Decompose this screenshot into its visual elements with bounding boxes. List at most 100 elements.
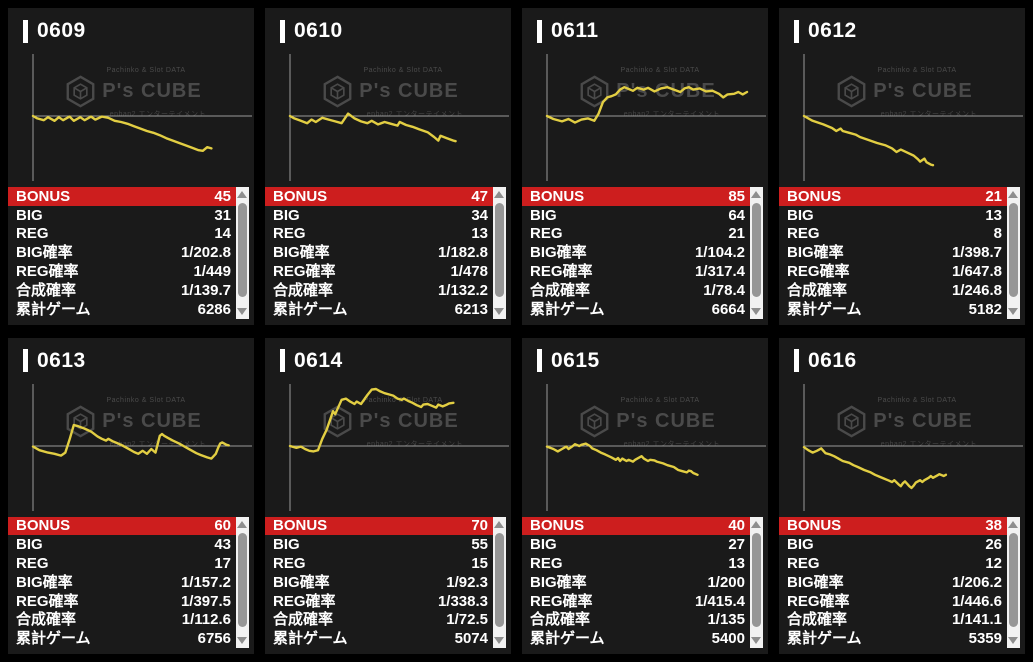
stat-row-combined-rate: 合成確率 1/72.5 — [265, 610, 493, 629]
machine-panel[interactable]: 0616 Pachinko & Slot DATA P's CUBE enban… — [779, 337, 1025, 654]
stats-scrollbar[interactable] — [236, 516, 249, 648]
scroll-thumb[interactable] — [752, 532, 761, 627]
stat-row-bonus: BONUS 70 — [265, 516, 493, 536]
scroll-down-arrow-icon[interactable] — [237, 307, 247, 315]
stats-scrollbar[interactable] — [493, 187, 506, 319]
scroll-up-arrow-icon[interactable] — [494, 520, 504, 528]
stat-label: 累計ゲーム — [16, 630, 91, 648]
scroll-down-arrow-icon[interactable] — [237, 637, 247, 644]
machine-panel[interactable]: 0610 Pachinko & Slot DATA P's CUBE enban… — [265, 8, 511, 325]
stat-label: REG確率 — [273, 592, 336, 610]
stat-value: 14 — [214, 225, 231, 243]
payout-chart: Pachinko & Slot DATA P's CUBE enban2 エンタ… — [522, 380, 768, 516]
stat-label: BIG確率 — [530, 573, 587, 591]
stat-value: 1/112.6 — [181, 611, 231, 629]
stats-scrollbar[interactable] — [236, 187, 249, 319]
payout-sparkline — [31, 383, 252, 511]
stat-label: BONUS — [16, 187, 71, 205]
stat-row-big: BIG 64 — [522, 206, 750, 225]
stat-value: 13 — [471, 225, 488, 243]
stat-row-big: BIG 27 — [522, 535, 750, 554]
scroll-down-arrow-icon[interactable] — [751, 637, 761, 644]
stat-value: 1/157.2 — [180, 573, 231, 591]
scroll-up-arrow-icon[interactable] — [1008, 520, 1018, 528]
stat-label: BIG確率 — [787, 244, 844, 262]
stat-row-big-rate: BIG確率 1/398.7 — [779, 243, 1007, 262]
panel-header: 0615 — [522, 338, 768, 380]
scroll-thumb[interactable] — [238, 532, 247, 627]
stat-label: BIG — [530, 206, 557, 224]
machine-panel[interactable]: 0612 Pachinko & Slot DATA P's CUBE enban… — [779, 8, 1025, 325]
machine-panel[interactable]: 0615 Pachinko & Slot DATA P's CUBE enban… — [522, 337, 768, 654]
stat-row-big-rate: BIG確率 1/92.3 — [265, 573, 493, 592]
stat-value: 1/200 — [707, 573, 745, 591]
stat-label: REG確率 — [787, 263, 850, 281]
stat-value: 1/246.8 — [951, 281, 1002, 299]
payout-chart: Pachinko & Slot DATA P's CUBE enban2 エンタ… — [265, 380, 511, 516]
scroll-up-arrow-icon[interactable] — [751, 191, 761, 198]
stat-value: 5400 — [711, 630, 745, 648]
machine-panel[interactable]: 0614 Pachinko & Slot DATA P's CUBE enban… — [265, 337, 511, 654]
stat-row-combined-rate: 合成確率 1/139.7 — [8, 281, 236, 300]
stat-value: 6756 — [197, 630, 231, 648]
stat-label: BIG — [273, 536, 300, 554]
scroll-thumb[interactable] — [495, 532, 504, 627]
stat-label: REG — [273, 554, 306, 572]
stats-scrollbar[interactable] — [1007, 187, 1020, 319]
stat-row-total-games: 累計ゲーム 5359 — [779, 629, 1007, 648]
stats-table: BONUS 47 BIG 34 REG 13 BIG確率 1/182.8 REG… — [265, 187, 511, 319]
stat-row-reg-rate: REG確率 1/647.8 — [779, 262, 1007, 281]
stat-value: 13 — [985, 206, 1002, 224]
scroll-thumb[interactable] — [752, 203, 761, 297]
machine-panel[interactable]: 0609 Pachinko & Slot DATA P's CUBE enban… — [8, 8, 254, 325]
scroll-up-arrow-icon[interactable] — [237, 520, 247, 528]
stats-scrollbar[interactable] — [493, 516, 506, 648]
payout-sparkline — [288, 383, 509, 511]
stat-row-reg: REG 14 — [8, 225, 236, 244]
stat-row-reg: REG 8 — [779, 225, 1007, 244]
scroll-down-arrow-icon[interactable] — [494, 307, 504, 315]
stat-label: REG — [787, 554, 820, 572]
stat-row-total-games: 累計ゲーム 5400 — [522, 629, 750, 648]
scroll-thumb[interactable] — [1009, 532, 1018, 627]
stat-row-big: BIG 13 — [779, 206, 1007, 225]
payout-chart: Pachinko & Slot DATA P's CUBE enban2 エンタ… — [265, 50, 511, 186]
stat-label: REG確率 — [16, 263, 79, 281]
stat-label: REG — [273, 225, 306, 243]
payout-sparkline — [545, 383, 766, 511]
stat-row-reg: REG 17 — [8, 554, 236, 573]
scroll-down-arrow-icon[interactable] — [494, 637, 504, 644]
scroll-down-arrow-icon[interactable] — [1008, 637, 1018, 644]
scroll-up-arrow-icon[interactable] — [1008, 191, 1018, 198]
panel-header: 0616 — [779, 338, 1025, 380]
stat-label: 合成確率 — [787, 281, 848, 299]
stat-label: BIG確率 — [16, 573, 73, 591]
scroll-up-arrow-icon[interactable] — [751, 520, 761, 528]
stats-scrollbar[interactable] — [750, 516, 763, 648]
scroll-down-arrow-icon[interactable] — [751, 307, 761, 315]
scroll-up-arrow-icon[interactable] — [237, 191, 247, 198]
stat-value: 1/104.2 — [694, 244, 745, 262]
scroll-thumb[interactable] — [495, 203, 504, 297]
stat-row-big: BIG 26 — [779, 535, 1007, 554]
stats-scrollbar[interactable] — [750, 187, 763, 319]
stat-row-combined-rate: 合成確率 1/132.2 — [265, 281, 493, 300]
stat-row-reg: REG 15 — [265, 554, 493, 573]
scroll-down-arrow-icon[interactable] — [1008, 307, 1018, 315]
machine-panel[interactable]: 0613 Pachinko & Slot DATA P's CUBE enban… — [8, 337, 254, 654]
machine-number: 0610 — [294, 19, 343, 42]
stat-label: 累計ゲーム — [16, 300, 91, 318]
stats-scrollbar[interactable] — [1007, 516, 1020, 648]
stat-label: 累計ゲーム — [273, 300, 348, 318]
scroll-thumb[interactable] — [1009, 203, 1018, 297]
scroll-up-arrow-icon[interactable] — [494, 191, 504, 198]
stat-label: REG — [16, 554, 49, 572]
title-accent-bar — [23, 349, 28, 372]
machine-panel[interactable]: 0611 Pachinko & Slot DATA P's CUBE enban… — [522, 8, 768, 325]
stat-value: 55 — [471, 536, 488, 554]
scroll-thumb[interactable] — [238, 203, 247, 297]
stat-value: 13 — [728, 554, 745, 572]
stat-value: 21 — [728, 225, 745, 243]
stat-value: 1/202.8 — [180, 244, 231, 262]
